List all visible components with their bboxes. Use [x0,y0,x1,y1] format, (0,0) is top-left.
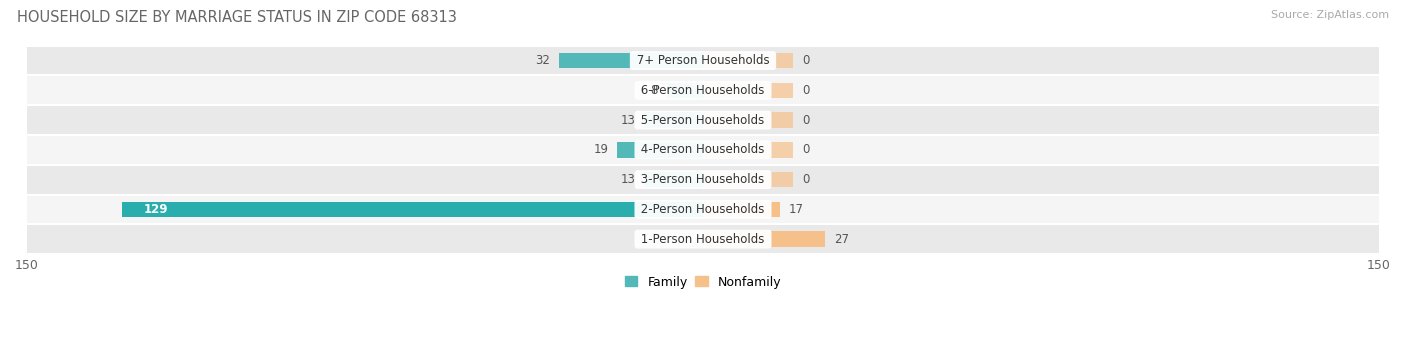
Legend: Family, Nonfamily: Family, Nonfamily [620,271,786,294]
Text: 0: 0 [803,143,810,157]
Bar [27,135,1379,165]
Bar [121,202,703,217]
Text: 2-Person Households: 2-Person Households [637,203,769,216]
Bar [27,224,1379,254]
Text: 5-Person Households: 5-Person Households [637,114,769,127]
Bar [27,135,1379,165]
Text: 19: 19 [593,143,609,157]
Bar [27,46,1379,75]
Bar [703,53,793,68]
Bar [27,194,1379,224]
Bar [703,83,793,98]
Text: 13: 13 [620,173,636,186]
Bar [27,75,1379,105]
Bar [666,83,703,98]
Bar [27,46,1379,75]
Bar [703,142,793,158]
Text: 6-Person Households: 6-Person Households [637,84,769,97]
Bar [27,165,1379,194]
Bar [644,112,703,128]
Bar [27,194,1379,224]
Text: Source: ZipAtlas.com: Source: ZipAtlas.com [1271,10,1389,20]
Bar [558,53,703,68]
Text: 0: 0 [803,173,810,186]
Bar [703,202,779,217]
Text: 0: 0 [803,114,810,127]
Bar [644,172,703,187]
Text: 0: 0 [803,84,810,97]
Text: 27: 27 [834,233,849,246]
Text: HOUSEHOLD SIZE BY MARRIAGE STATUS IN ZIP CODE 68313: HOUSEHOLD SIZE BY MARRIAGE STATUS IN ZIP… [17,10,457,25]
Text: 17: 17 [789,203,804,216]
Bar [703,172,793,187]
Text: 129: 129 [145,203,169,216]
Text: 13: 13 [620,114,636,127]
Bar [27,105,1379,135]
Text: 3-Person Households: 3-Person Households [637,173,769,186]
Bar [27,105,1379,135]
Text: 0: 0 [803,54,810,67]
Text: 4-Person Households: 4-Person Households [637,143,769,157]
Bar [617,142,703,158]
Text: 1-Person Households: 1-Person Households [637,233,769,246]
Text: 8: 8 [651,84,658,97]
Bar [27,224,1379,254]
Bar [27,165,1379,194]
Bar [703,112,793,128]
Bar [703,232,825,247]
Bar [27,75,1379,105]
Text: 32: 32 [534,54,550,67]
Text: 7+ Person Households: 7+ Person Households [633,54,773,67]
